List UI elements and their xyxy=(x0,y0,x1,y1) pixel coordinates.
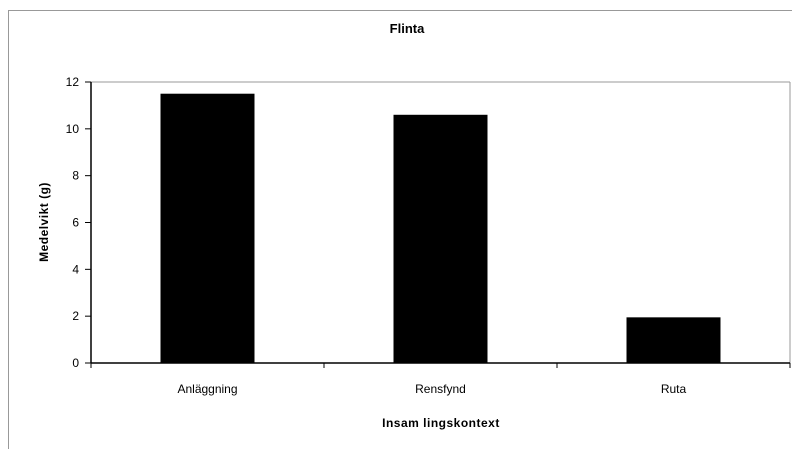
y-tick-label: 12 xyxy=(66,75,80,89)
x-axis-label: Insam lingskontext xyxy=(382,416,500,430)
chart-title: Flinta xyxy=(390,21,425,36)
x-tick-label: Rensfynd xyxy=(415,382,466,396)
chart-frame xyxy=(8,10,792,449)
x-tick-label: Anläggning xyxy=(177,382,237,396)
y-tick-label: 0 xyxy=(72,356,79,370)
y-tick-label: 2 xyxy=(72,309,79,323)
y-tick-label: 6 xyxy=(72,216,79,230)
x-tick-label: Ruta xyxy=(661,382,687,396)
y-tick-label: 10 xyxy=(66,122,80,136)
bar-ruta xyxy=(626,317,721,363)
bar-anl-ggning xyxy=(160,93,255,363)
bar-rensfynd xyxy=(393,114,488,364)
y-tick-label: 8 xyxy=(72,169,79,183)
y-tick-label: 4 xyxy=(72,262,79,276)
y-axis-label: Medelvikt (g) xyxy=(37,182,51,262)
plot-area: Anläggning Rensfynd Ruta 0 2 4 6 8 10 12 xyxy=(66,75,791,396)
